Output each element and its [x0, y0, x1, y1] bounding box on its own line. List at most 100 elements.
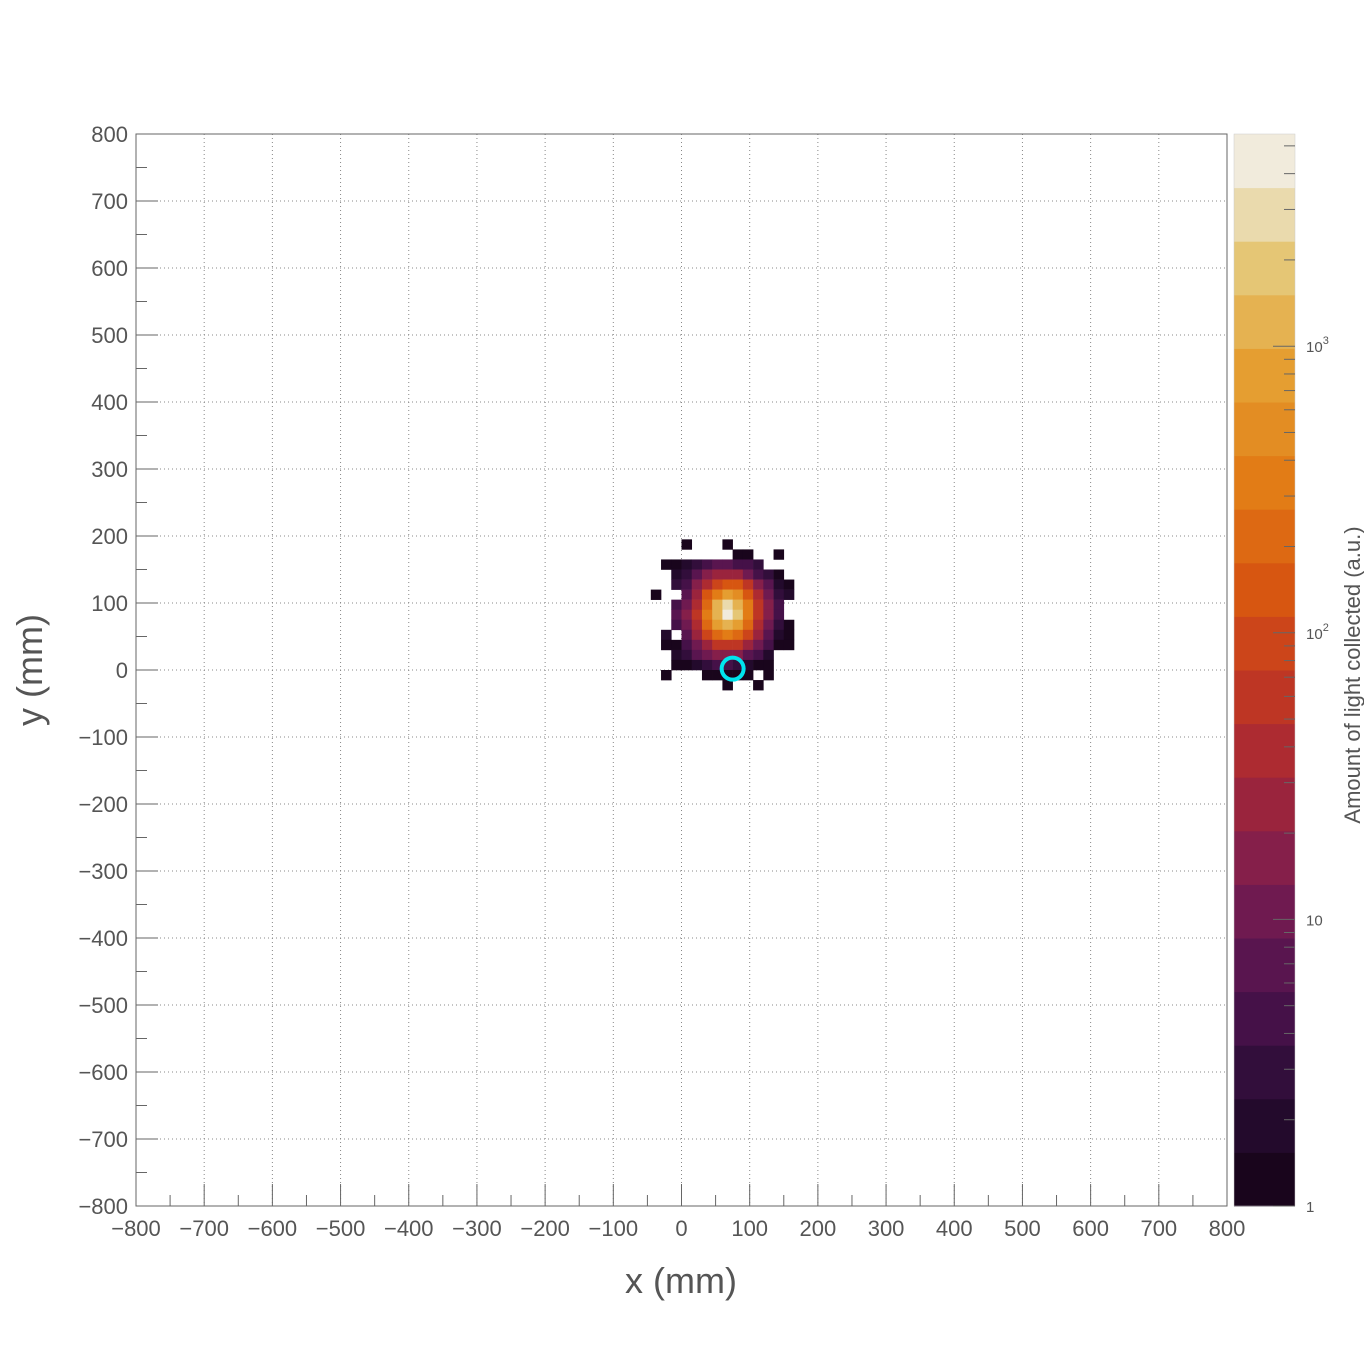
heatmap-bin	[691, 569, 703, 580]
heatmap-bin	[742, 579, 754, 590]
heatmap-bin	[722, 589, 733, 600]
heatmap-bin	[722, 639, 733, 651]
heatmap-bin	[681, 619, 693, 631]
color-scale-bar	[1233, 133, 1296, 1207]
heatmap-bin	[732, 649, 744, 661]
color-scale-segment	[1234, 294, 1295, 349]
color-scale-segment	[1234, 134, 1295, 189]
heatmap-bin	[742, 670, 754, 681]
heatmap-bin	[763, 599, 774, 610]
heatmap-bin	[773, 609, 785, 621]
heatmap-bin	[681, 629, 693, 641]
heatmap-bin	[681, 659, 693, 671]
heatmap-bin	[701, 569, 713, 580]
heatmap-bin	[691, 619, 703, 631]
heatmap-bin	[742, 599, 754, 610]
heatmap-bin	[763, 609, 774, 621]
heatmap-bin	[763, 670, 774, 681]
heatmap-bin	[722, 670, 733, 681]
heatmap-bin	[701, 639, 713, 651]
heatmap-bin	[691, 559, 703, 570]
heatmap-bin	[701, 579, 713, 590]
heatmap-bin	[753, 579, 764, 590]
marker-layer	[719, 655, 746, 682]
heatmap-bin	[701, 649, 713, 661]
heatmap-bin	[732, 670, 744, 681]
heatmap-bin	[722, 539, 733, 550]
x-tick-label: −700	[179, 1216, 229, 1241]
x-tick-label: −300	[452, 1216, 502, 1241]
heatmap-bin	[742, 549, 754, 560]
heatmap-bin	[671, 579, 682, 590]
heatmap-bin	[691, 589, 703, 600]
heatmap-bin	[742, 609, 754, 621]
heatmap-bin	[701, 670, 713, 681]
heatmap-bin	[753, 609, 764, 621]
heatmap-bin	[753, 680, 764, 691]
color-scale-title: Amount of light collected (a.u.)	[1340, 526, 1364, 823]
heatmap-bin	[732, 559, 744, 570]
heatmap-bin	[712, 559, 723, 570]
heatmap-bin	[691, 659, 703, 671]
heatmap-bin	[773, 619, 785, 631]
heatmap-bin	[763, 659, 774, 671]
heatmap-bin	[742, 569, 754, 580]
heatmap-bin	[732, 609, 744, 621]
color-scale-tick-label: 103	[1306, 335, 1329, 356]
color-scale-frame	[1233, 133, 1296, 1207]
heatmap-bin	[722, 579, 733, 590]
heatmap-bin	[691, 579, 703, 590]
color-scale-segment	[1234, 1045, 1295, 1100]
color-scale-segment	[1234, 1098, 1295, 1153]
heatmap-bin	[722, 680, 733, 691]
y-tick-label: 200	[91, 524, 128, 549]
y-tick-label: −300	[78, 859, 128, 884]
heatmap-bin	[691, 629, 703, 641]
heatmap-bin	[671, 659, 682, 671]
color-scale-segment	[1234, 830, 1295, 885]
heatmap-bin	[763, 619, 774, 631]
x-tick-label: 600	[1072, 1216, 1109, 1241]
heatmap-bin	[671, 619, 682, 631]
y-axis-title: y (mm)	[9, 614, 50, 726]
y-tick-label: 100	[91, 591, 128, 616]
heatmap-bin	[681, 559, 693, 570]
heatmap-bin	[681, 579, 693, 590]
x-tick-label: 800	[1209, 1216, 1246, 1241]
heatmap-bin	[671, 599, 682, 610]
heatmap-bin	[783, 639, 795, 651]
heatmap-bin	[681, 649, 693, 661]
heatmap-bin	[691, 639, 703, 651]
heatmap-bin	[681, 569, 693, 580]
y-axis-ticks: 800 700 600 500 400 300 200 100 0 −100 −200 −300 −40…	[78, 122, 158, 1219]
color-scale-ticks: 1 10 102 103	[1273, 145, 1329, 1216]
x-tick-label: −800	[111, 1216, 161, 1241]
heatmap-bin	[712, 619, 723, 631]
heatmap-bin	[701, 629, 713, 641]
x-tick-label: 500	[1004, 1216, 1041, 1241]
heatmap-bin	[701, 599, 713, 610]
y-tick-label: 600	[91, 256, 128, 281]
heatmap-bin	[671, 649, 682, 661]
y-tick-label: −100	[78, 725, 128, 750]
heatmap-bin	[722, 659, 733, 671]
heatmap-bin	[753, 659, 764, 671]
heatmap-bin	[691, 599, 703, 610]
heatmap-bin	[712, 649, 723, 661]
y-tick-label: −400	[78, 926, 128, 951]
heatmap-bin	[773, 599, 785, 610]
y-tick-label: −800	[78, 1194, 128, 1219]
heatmap-bin	[732, 639, 744, 651]
heatmap-bin	[753, 569, 764, 580]
heatmap-bin	[671, 569, 682, 580]
heatmap-bin	[661, 629, 672, 641]
heatmap-bin	[742, 619, 754, 631]
heatmap-bin	[661, 639, 672, 651]
heatmap-bin	[671, 609, 682, 621]
heatmap-bin	[732, 569, 744, 580]
heatmap-bin	[773, 549, 785, 560]
heatmap-bin	[681, 539, 693, 550]
heatmap-bin	[691, 609, 703, 621]
